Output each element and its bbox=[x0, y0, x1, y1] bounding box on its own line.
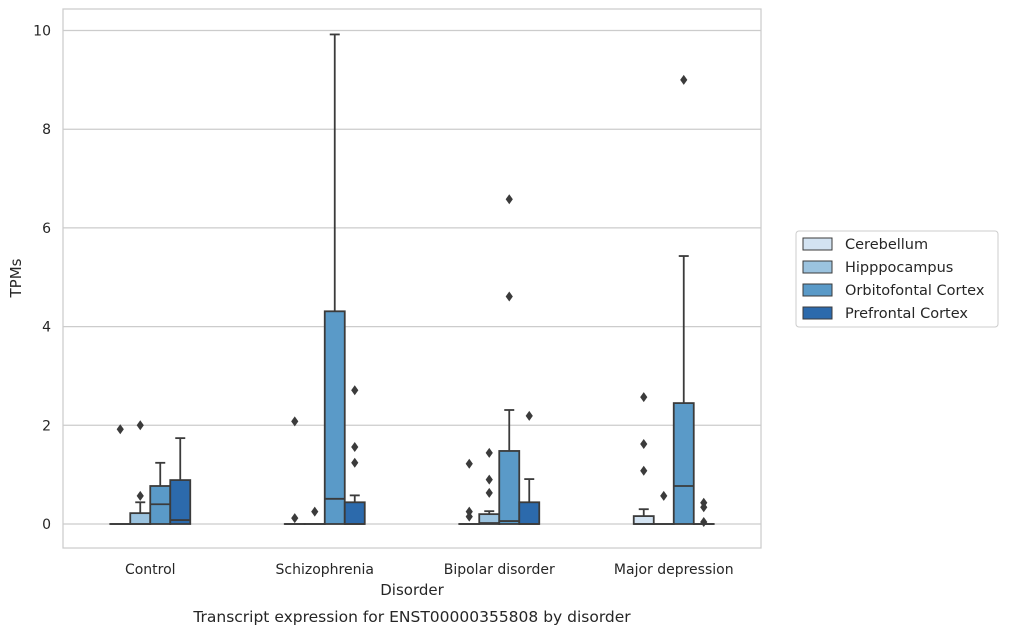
legend-label: Prefrontal Cortex bbox=[845, 306, 968, 322]
legend-label: Hipppocampus bbox=[845, 260, 953, 276]
outlier-point bbox=[700, 517, 708, 528]
outlier-point bbox=[136, 420, 144, 431]
box-hipppocampus-0 bbox=[129, 420, 152, 525]
y-axis-title: TPMs bbox=[7, 258, 25, 298]
y-tick-labels: 0 2 4 6 8 10 bbox=[33, 24, 51, 534]
outlier-point bbox=[291, 513, 299, 524]
x-tick-label: Schizophrenia bbox=[276, 562, 374, 578]
outlier-point bbox=[680, 74, 688, 85]
outlier-point bbox=[351, 442, 359, 453]
box-body bbox=[343, 501, 366, 525]
box-cerebellum-2 bbox=[458, 458, 481, 525]
box-body bbox=[323, 310, 346, 525]
outlier-point bbox=[136, 490, 144, 501]
x-tick-label: Control bbox=[125, 562, 176, 578]
outlier-point bbox=[640, 439, 648, 450]
box-body bbox=[498, 450, 521, 525]
y-tick-label: 6 bbox=[42, 221, 51, 237]
box-hipppocampus-3 bbox=[652, 490, 675, 525]
outlier-point bbox=[311, 506, 319, 517]
box-orbitofontal-cortex-3 bbox=[672, 74, 695, 525]
box-cerebellum-0 bbox=[109, 424, 132, 525]
box-orbitofontal-cortex-0 bbox=[149, 461, 172, 525]
chart-caption: Transcript expression for ENST0000035580… bbox=[192, 608, 631, 626]
x-tick-label: Bipolar disorder bbox=[444, 562, 555, 578]
box-cerebellum-3 bbox=[632, 392, 655, 525]
box-prefrontal-cortex-3 bbox=[692, 497, 715, 528]
outlier-point bbox=[660, 490, 668, 501]
outlier-point bbox=[505, 194, 513, 205]
box-orbitofontal-cortex-2 bbox=[498, 194, 521, 525]
box-body bbox=[129, 512, 152, 525]
legend-swatch bbox=[802, 283, 833, 297]
box-prefrontal-cortex-2 bbox=[518, 410, 541, 525]
box-body bbox=[632, 515, 655, 525]
plot-frame bbox=[62, 8, 762, 549]
y-tick-label: 2 bbox=[42, 418, 51, 434]
box-orbitofontal-cortex-1 bbox=[323, 33, 346, 525]
box-prefrontal-cortex-0 bbox=[169, 437, 192, 525]
outlier-point bbox=[485, 474, 493, 485]
legend-swatch bbox=[802, 306, 833, 320]
legend-frame bbox=[795, 230, 999, 328]
box-body bbox=[169, 479, 192, 525]
y-tick-label: 4 bbox=[42, 320, 51, 336]
box-cerebellum-1 bbox=[283, 416, 306, 525]
legend-label: Cerebellum bbox=[845, 237, 928, 253]
x-tick-label: Major depression bbox=[614, 562, 734, 578]
outlier-point bbox=[465, 511, 473, 522]
outlier-point bbox=[485, 447, 493, 458]
y-tick-label: 10 bbox=[33, 24, 51, 40]
outlier-point bbox=[116, 424, 124, 435]
box-hipppocampus-1 bbox=[303, 506, 326, 525]
outlier-point bbox=[291, 416, 299, 427]
y-tick-label: 8 bbox=[42, 122, 51, 138]
outlier-point bbox=[505, 291, 513, 302]
outlier-point bbox=[351, 457, 359, 468]
outlier-point bbox=[465, 458, 473, 469]
legend-label: Orbitofontal Cortex bbox=[845, 283, 985, 299]
box-prefrontal-cortex-1 bbox=[343, 385, 366, 525]
outlier-point bbox=[640, 392, 648, 403]
box-hipppocampus-2 bbox=[478, 447, 501, 525]
outlier-point bbox=[485, 487, 493, 498]
x-tick-labels: Control Schizophrenia Bipolar disorder Majo… bbox=[125, 562, 734, 578]
outlier-point bbox=[525, 410, 533, 421]
outlier-point bbox=[640, 465, 648, 476]
legend-swatch bbox=[802, 237, 833, 251]
box-body bbox=[672, 402, 695, 525]
legend-swatch bbox=[802, 260, 833, 274]
outlier-point bbox=[351, 385, 359, 396]
x-axis-title: Disorder bbox=[380, 581, 444, 599]
outlier-point bbox=[700, 502, 708, 513]
legend: Cerebellum Hipppocampus Orbitofontal Corte… bbox=[795, 230, 999, 328]
box-body bbox=[518, 501, 541, 525]
grid-lines bbox=[63, 29, 761, 525]
boxes-layer bbox=[109, 33, 715, 528]
y-tick-label: 0 bbox=[42, 517, 51, 533]
